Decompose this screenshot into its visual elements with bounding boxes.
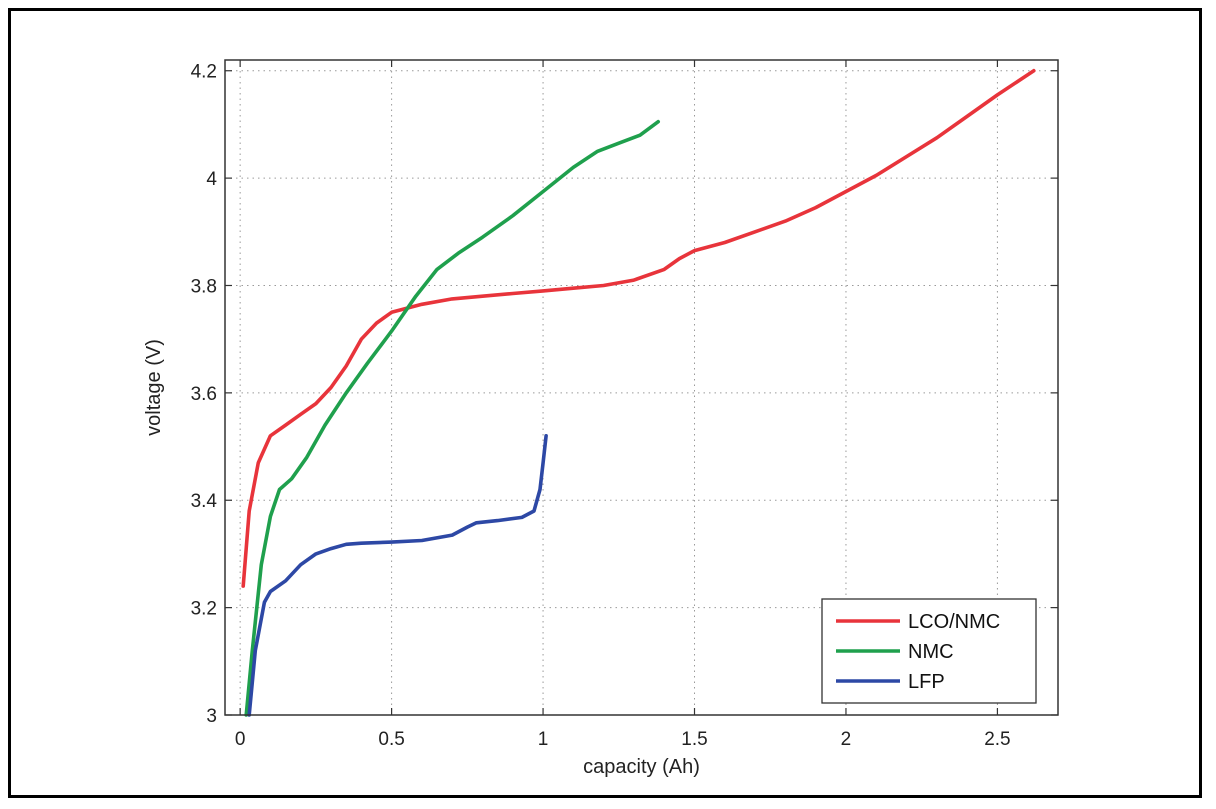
plot-area — [224, 59, 1059, 716]
y-tick-label: 3.2 — [191, 599, 217, 620]
y-tick-label: 4.2 — [191, 62, 217, 83]
x-tick-label: 0.5 — [378, 729, 404, 750]
y-tick-label: 3 — [206, 706, 217, 727]
series-line-lco-nmc — [241, 68, 1036, 588]
x-tick-label: 1.5 — [681, 729, 707, 750]
y-axis-label: voltage (V) — [143, 339, 165, 436]
x-tick-label: 1 — [538, 729, 549, 750]
y-tick-label: 3.4 — [191, 491, 218, 512]
y-tick-label: 3.8 — [191, 276, 217, 297]
x-tick-label: 0 — [235, 729, 246, 750]
y-tick-label: 3.6 — [191, 384, 217, 405]
x-tick-label: 2.5 — [984, 729, 1010, 750]
y-tick-label: 4 — [206, 169, 217, 190]
x-tick-label: 2 — [841, 729, 852, 750]
legend-label: LCO/NMC — [908, 611, 1000, 633]
legend-label: NMC — [908, 641, 954, 663]
x-axis-label: capacity (Ah) — [583, 756, 700, 778]
series-line-lfp — [247, 433, 548, 717]
series-line-nmc — [244, 119, 661, 717]
legend: LCO/NMC NMC LFP — [821, 598, 1037, 704]
ticks: 0 0.5 1 1.5 2 2.5 3 3.2 3.4 3.6 3.8 4 4.2 — [191, 60, 1058, 750]
legend-label: LFP — [908, 671, 945, 693]
series-layer — [241, 68, 1036, 717]
